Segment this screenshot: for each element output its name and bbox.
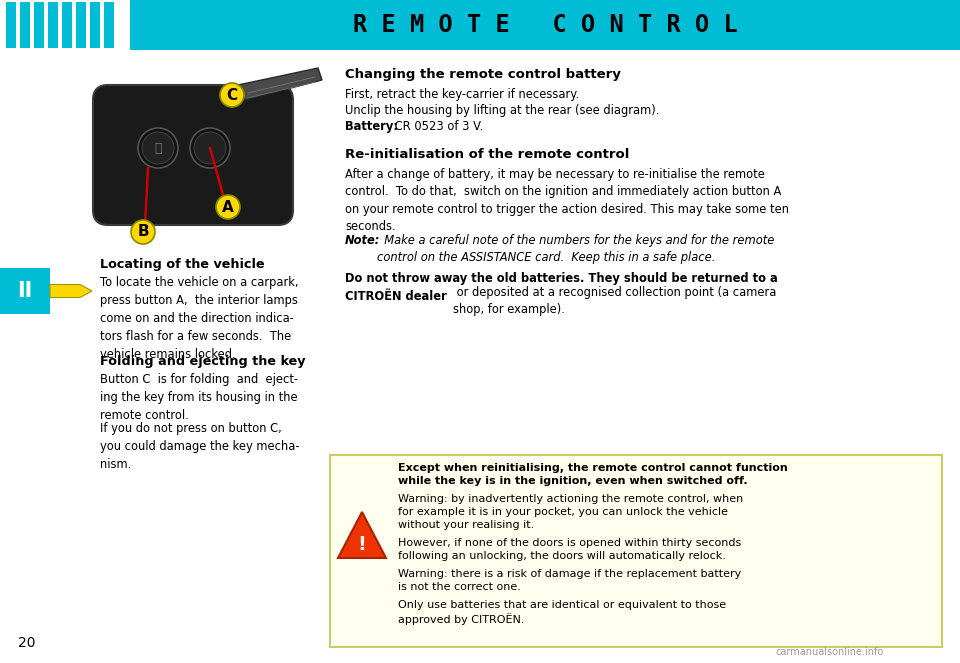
Text: 20: 20 (18, 636, 36, 650)
Text: After a change of battery, it may be necessary to re-initialise the remote
contr: After a change of battery, it may be nec… (345, 168, 789, 233)
Text: Only use batteries that are identical or equivalent to those
approved by CITROËN: Only use batteries that are identical or… (398, 600, 726, 625)
Text: R E M O T E   C O N T R O L: R E M O T E C O N T R O L (352, 13, 737, 37)
Polygon shape (338, 512, 386, 558)
Circle shape (142, 132, 174, 164)
Text: B: B (137, 225, 149, 239)
Text: Warning: by inadvertently actioning the remote control, when
for example it is i: Warning: by inadvertently actioning the … (398, 494, 743, 530)
Text: First, retract the key-carrier if necessary.: First, retract the key-carrier if necess… (345, 88, 579, 101)
FancyArrow shape (50, 284, 92, 298)
FancyBboxPatch shape (0, 268, 50, 314)
Circle shape (190, 128, 230, 168)
FancyBboxPatch shape (62, 2, 72, 48)
FancyBboxPatch shape (34, 2, 44, 48)
FancyBboxPatch shape (6, 2, 16, 48)
Text: Battery:: Battery: (345, 120, 398, 133)
Circle shape (194, 132, 226, 164)
Text: Note:: Note: (345, 234, 380, 247)
Text: Locating of the vehicle: Locating of the vehicle (100, 258, 265, 271)
FancyBboxPatch shape (20, 2, 30, 48)
Text: ⚿: ⚿ (155, 141, 161, 154)
Text: carmanualsonline.info: carmanualsonline.info (775, 647, 883, 657)
Text: Re-initialisation of the remote control: Re-initialisation of the remote control (345, 148, 630, 161)
Text: If you do not press on button C,
you could damage the key mecha-
nism.: If you do not press on button C, you cou… (100, 422, 300, 471)
Text: II: II (17, 281, 33, 301)
FancyBboxPatch shape (130, 0, 960, 50)
Text: C: C (227, 88, 237, 103)
Text: Unclip the housing by lifting at the rear (see diagram).: Unclip the housing by lifting at the rea… (345, 104, 660, 117)
Text: Warning: there is a risk of damage if the replacement battery
is not the correct: Warning: there is a risk of damage if th… (398, 569, 741, 592)
FancyBboxPatch shape (93, 85, 293, 225)
Polygon shape (238, 68, 322, 100)
FancyBboxPatch shape (104, 2, 114, 48)
Text: !: ! (357, 534, 367, 554)
Circle shape (138, 128, 178, 168)
Text: Button C  is for folding  and  eject-
ing the key from its housing in the
remote: Button C is for folding and eject- ing t… (100, 373, 299, 422)
FancyBboxPatch shape (330, 455, 942, 647)
Text: However, if none of the doors is opened within thirty seconds
following an unloc: However, if none of the doors is opened … (398, 538, 741, 561)
Text: A: A (222, 200, 234, 215)
Text: Changing the remote control battery: Changing the remote control battery (345, 68, 621, 81)
Text: Make a careful note of the numbers for the keys and for the remote
control on th: Make a careful note of the numbers for t… (377, 234, 775, 265)
Text: or deposited at a recognised collection point (a camera
shop, for example).: or deposited at a recognised collection … (453, 286, 777, 316)
Circle shape (216, 195, 240, 219)
Text: Folding and ejecting the key: Folding and ejecting the key (100, 355, 305, 368)
Circle shape (131, 220, 155, 244)
FancyBboxPatch shape (48, 2, 58, 48)
FancyBboxPatch shape (76, 2, 86, 48)
Text: CR 0523 of 3 V.: CR 0523 of 3 V. (391, 120, 483, 133)
FancyBboxPatch shape (90, 2, 100, 48)
Circle shape (220, 83, 244, 107)
Text: Except when reinitialising, the remote control cannot function
while the key is : Except when reinitialising, the remote c… (398, 463, 788, 486)
Text: Do not throw away the old batteries. They should be returned to a
CITROËN dealer: Do not throw away the old batteries. The… (345, 272, 778, 303)
Text: To locate the vehicle on a carpark,
press button A,  the interior lamps
come on : To locate the vehicle on a carpark, pres… (100, 276, 299, 361)
